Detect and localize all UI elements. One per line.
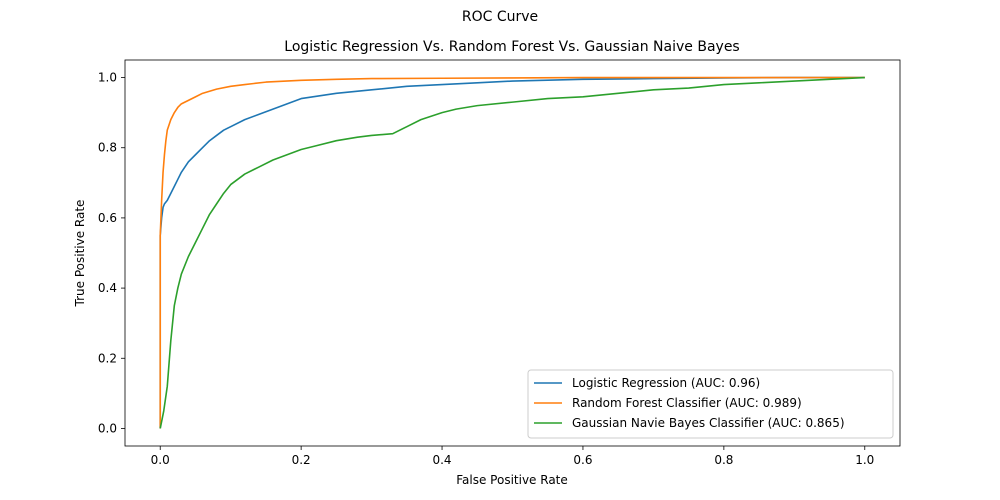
y-tick-label: 0.4 — [98, 281, 117, 295]
plot-area: 0.0 0.2 0.4 0.6 0.8 1.0 0.0 0.2 0.4 0.6 0.8 1.0 Logi… — [98, 59, 901, 467]
chart-title: Logistic Regression Vs. Random Forest Vs… — [284, 39, 739, 55]
x-tick-label: 0.2 — [292, 453, 311, 467]
chart-suptitle: ROC Curve — [462, 9, 538, 25]
series-line-1 — [159, 76, 865, 429]
y-tick-label: 0.2 — [98, 351, 117, 365]
legend-label: Random Forest Classifier (AUC: 0.989) — [572, 396, 802, 410]
x-tick-label: 0.6 — [573, 453, 592, 467]
x-tick-label: 0.0 — [151, 453, 170, 467]
y-tick-label: 1.0 — [98, 71, 117, 85]
x-tick-label: 0.8 — [714, 453, 733, 467]
y-tick-label: 0.0 — [98, 421, 117, 435]
legend-label: Logistic Regression (AUC: 0.96) — [572, 376, 760, 390]
legend-box — [527, 369, 894, 439]
y-tick-label: 0.8 — [98, 141, 117, 155]
x-tick-label: 1.0 — [855, 453, 874, 467]
x-tick-label: 0.4 — [432, 453, 451, 467]
legend: Logistic Regression (AUC: 0.96) Random Fo… — [527, 369, 894, 439]
series-line-2 — [159, 76, 865, 429]
x-axis-label: False Positive Rate — [456, 473, 568, 487]
axes-frame — [124, 59, 901, 447]
series-line-0 — [159, 76, 865, 429]
y-tick-label: 0.6 — [98, 211, 117, 225]
legend-label: Gaussian Navie Bayes Classifier (AUC: 0.… — [572, 416, 845, 430]
y-axis-label: True Positive Rate — [73, 200, 87, 308]
